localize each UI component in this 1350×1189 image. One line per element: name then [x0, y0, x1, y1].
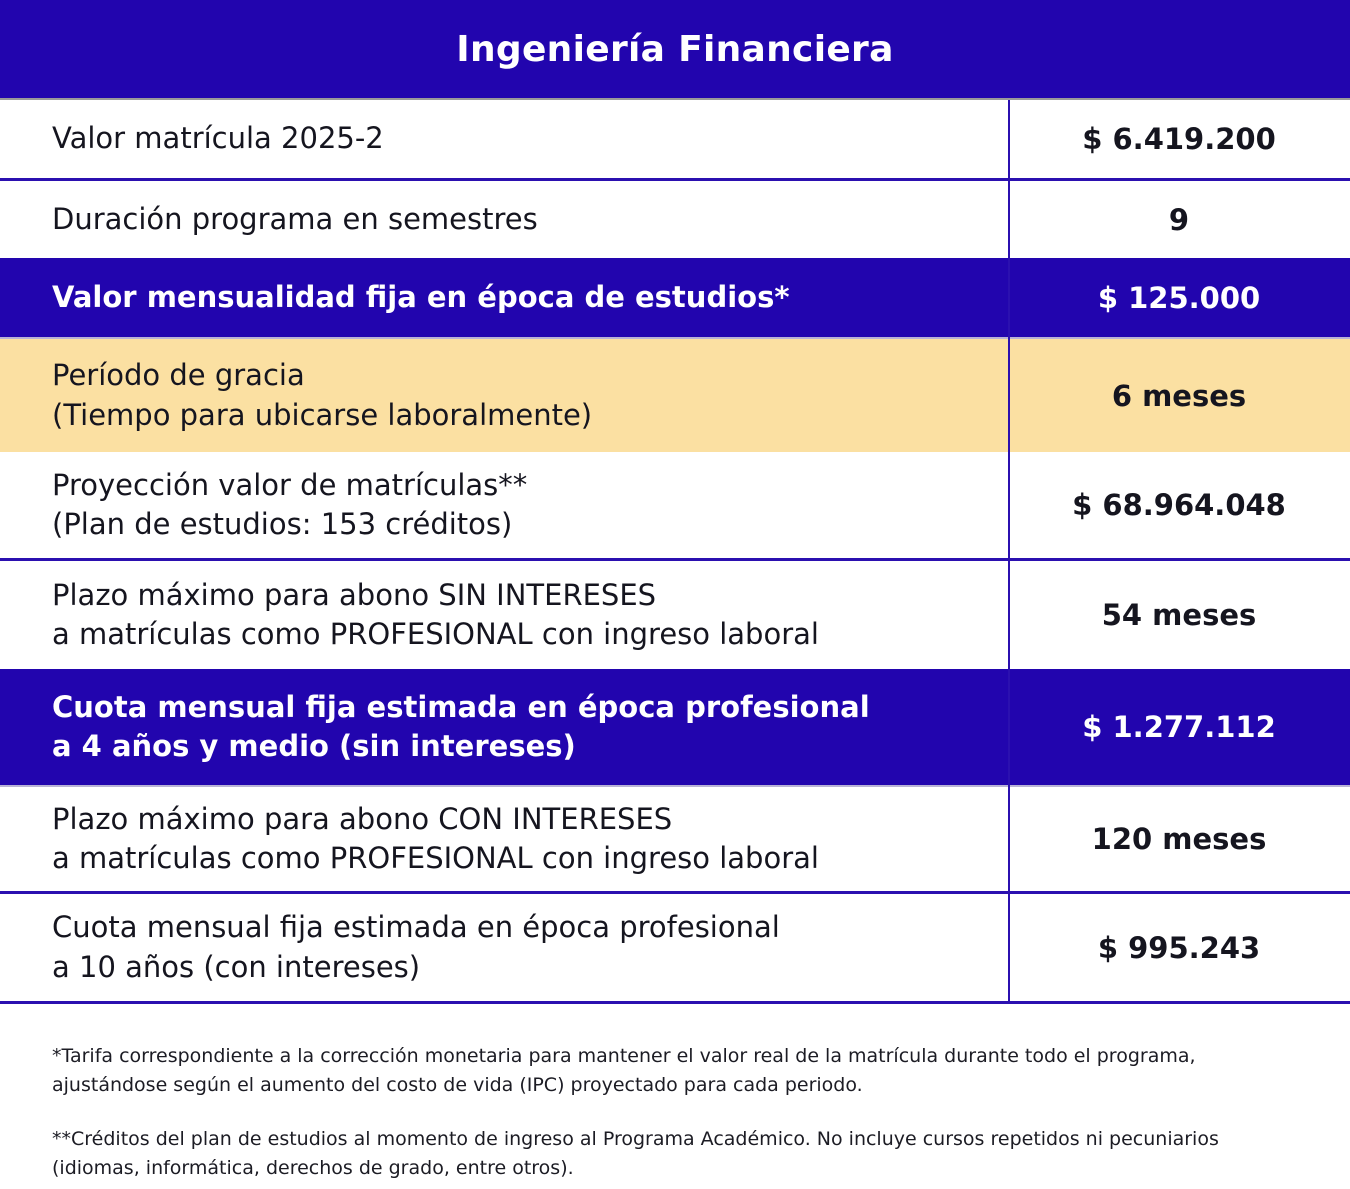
row-label: Proyección valor de matrículas** (Plan d… — [52, 467, 528, 541]
footnote: *Tarifa correspondiente a la corrección … — [52, 1045, 1196, 1096]
row-value: 6 meses — [1111, 378, 1247, 413]
pricing-table: Valor matrícula 2025-2 $ 6.419.200 Durac… — [0, 100, 1350, 1004]
row-value: 120 meses — [1091, 822, 1267, 856]
row-value: 9 — [1168, 202, 1190, 237]
table-row: Duración programa en semestres 9 — [0, 181, 1350, 258]
row-value: $ 68.964.048 — [1072, 488, 1286, 522]
row-value: $ 125.000 — [1097, 280, 1261, 315]
column-divider — [1008, 100, 1010, 1004]
table-row: Plazo máximo para abono SIN INTERESES a … — [0, 561, 1350, 669]
row-label: Valor mensualidad fija en época de estud… — [52, 279, 790, 314]
row-label: Duración programa en semestres — [52, 201, 538, 236]
row-value: $ 995.243 — [1097, 930, 1261, 965]
row-label: Cuota mensual fija estimada en época pro… — [52, 689, 870, 763]
table-row-highlight-peach: Período de gracia (Tiempo para ubicarse … — [0, 339, 1350, 452]
title-bar: Ingeniería Financiera — [0, 0, 1350, 100]
table-row: Proyección valor de matrículas** (Plan d… — [0, 452, 1350, 561]
row-value: $ 1.277.112 — [1082, 710, 1276, 744]
row-label: Período de gracia (Tiempo para ubicarse … — [52, 358, 593, 432]
row-label: Plazo máximo para abono SIN INTERESES a … — [52, 577, 819, 651]
page-title: Ingeniería Financiera — [456, 28, 894, 70]
row-value: $ 6.419.200 — [1082, 122, 1276, 156]
row-label: Cuota mensual fija estimada en época pro… — [52, 910, 780, 984]
footnote: **Créditos del plan de estudios al momen… — [52, 1128, 1219, 1179]
table-row-highlight-blue: Valor mensualidad fija en época de estud… — [0, 258, 1350, 339]
table-row: Cuota mensual fija estimada en época pro… — [0, 894, 1350, 1004]
table-row: Plazo máximo para abono CON INTERESES a … — [0, 787, 1350, 894]
row-label: Valor matrícula 2025-2 — [52, 121, 384, 156]
footnotes-section: *Tarifa correspondiente a la corrección … — [0, 1004, 1350, 1182]
row-label: Plazo máximo para abono CON INTERESES a … — [52, 801, 819, 875]
table-row-highlight-blue: Cuota mensual fija estimada en época pro… — [0, 669, 1350, 787]
table-row: Valor matrícula 2025-2 $ 6.419.200 — [0, 100, 1350, 181]
row-value: 54 meses — [1101, 598, 1257, 632]
